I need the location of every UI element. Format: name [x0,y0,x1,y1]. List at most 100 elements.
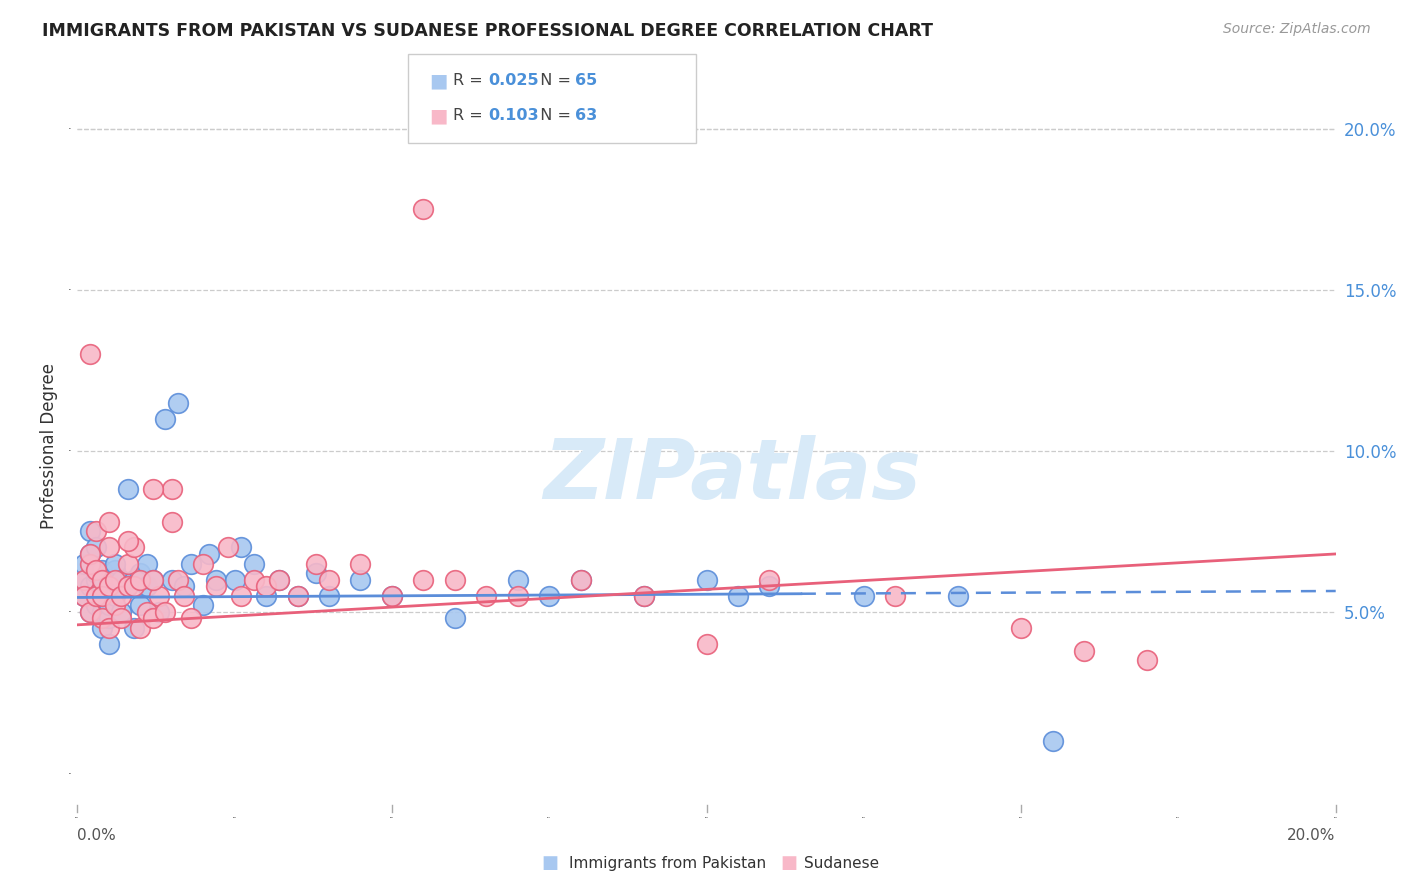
Point [91,579,114,593]
Point [91,573,114,587]
Point [160,515,183,529]
Point [1136,653,1159,667]
Point [117,579,139,593]
Point [506,573,529,587]
Point [135,557,157,571]
Point [79,605,101,619]
Text: IMMIGRANTS FROM PAKISTAN VS SUDANESE PROFESSIONAL DEGREE CORRELATION CHART: IMMIGRANTS FROM PAKISTAN VS SUDANESE PRO… [42,22,934,40]
Point [506,589,529,603]
Point [142,573,165,587]
Point [224,573,246,587]
Text: 0.103: 0.103 [488,108,538,123]
Point [72,557,94,571]
Point [129,566,152,581]
Point [852,589,875,603]
Point [1042,734,1064,748]
Point [135,579,157,593]
Point [242,557,264,571]
Point [129,599,152,613]
Point [79,524,101,539]
Point [204,579,226,593]
Point [267,573,290,587]
Point [110,611,132,625]
Point [110,573,132,587]
Point [254,579,277,593]
Point [97,621,120,635]
Point [444,573,467,587]
Point [180,557,202,571]
Point [135,605,157,619]
Text: N =: N = [530,73,576,88]
Point [97,599,120,613]
Point [142,573,165,587]
Text: 63: 63 [575,108,598,123]
Point [79,547,101,561]
Point [148,605,170,619]
Point [349,557,371,571]
Text: ■: ■ [541,855,558,872]
Point [122,621,145,635]
Point [305,557,328,571]
Point [122,579,145,593]
Point [117,483,139,497]
Text: ZIPatlas: ZIPatlas [543,434,921,516]
Point [104,557,127,571]
Point [305,566,328,581]
Point [160,483,183,497]
Point [79,547,101,561]
Point [318,573,340,587]
Point [633,589,655,603]
Point [167,395,190,409]
Point [97,573,120,587]
Text: R =: R = [453,108,488,123]
Text: ■: ■ [429,106,447,125]
Point [84,563,107,577]
Point [349,573,371,587]
Point [104,563,127,577]
Point [84,524,107,539]
Point [104,589,127,603]
Point [97,579,120,593]
Point [104,573,127,587]
Point [267,573,290,587]
Point [72,589,94,603]
Point [191,557,215,571]
Point [287,589,309,603]
Point [72,573,94,587]
Point [381,589,404,603]
Y-axis label: Professional Degree: Professional Degree [41,363,58,529]
Point [191,599,215,613]
Point [104,599,127,613]
Point [79,557,101,571]
Text: 0.025: 0.025 [488,73,538,88]
Point [727,589,749,603]
Point [444,611,467,625]
Point [569,573,592,587]
Text: Immigrants from Pakistan: Immigrants from Pakistan [569,856,766,871]
Point [117,557,139,571]
Point [173,589,195,603]
Point [229,589,252,603]
Point [318,589,340,603]
Point [97,541,120,555]
Point [155,411,177,425]
Point [155,605,177,619]
Point [110,589,132,603]
Point [148,589,170,603]
Point [167,573,190,587]
Point [91,621,114,635]
Point [79,579,101,593]
Point [117,579,139,593]
Point [91,589,114,603]
Point [84,573,107,587]
Text: ■: ■ [780,855,797,872]
Point [884,589,907,603]
Point [122,541,145,555]
Point [538,589,561,603]
Text: N =: N = [530,108,576,123]
Point [84,566,107,581]
Point [1073,643,1095,657]
Point [142,483,165,497]
Point [412,202,434,216]
Point [129,573,152,587]
